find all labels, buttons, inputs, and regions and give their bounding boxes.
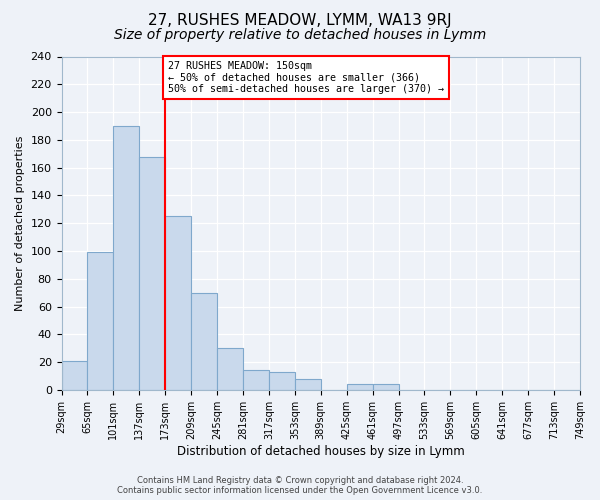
Bar (243, 370, 269, 390)
Bar (373, 384, 398, 390)
Bar (113, 126, 139, 390)
Text: 27, RUSHES MEADOW, LYMM, WA13 9RJ: 27, RUSHES MEADOW, LYMM, WA13 9RJ (148, 12, 452, 28)
Y-axis label: Number of detached properties: Number of detached properties (15, 136, 25, 311)
Bar (88, 252, 113, 390)
Bar (191, 292, 217, 390)
Text: 27 RUSHES MEADOW: 150sqm
← 50% of detached houses are smaller (366)
50% of semi-: 27 RUSHES MEADOW: 150sqm ← 50% of detach… (168, 60, 444, 94)
X-axis label: Distribution of detached houses by size in Lymm: Distribution of detached houses by size … (177, 444, 464, 458)
Bar (347, 384, 373, 390)
Bar (165, 216, 191, 390)
Text: Size of property relative to detached houses in Lymm: Size of property relative to detached ho… (114, 28, 486, 42)
Text: Contains HM Land Registry data © Crown copyright and database right 2024.
Contai: Contains HM Land Registry data © Crown c… (118, 476, 482, 495)
Bar (217, 348, 243, 390)
Bar (269, 372, 295, 390)
Bar (139, 156, 165, 390)
Bar (62, 360, 88, 390)
Bar (295, 378, 321, 390)
